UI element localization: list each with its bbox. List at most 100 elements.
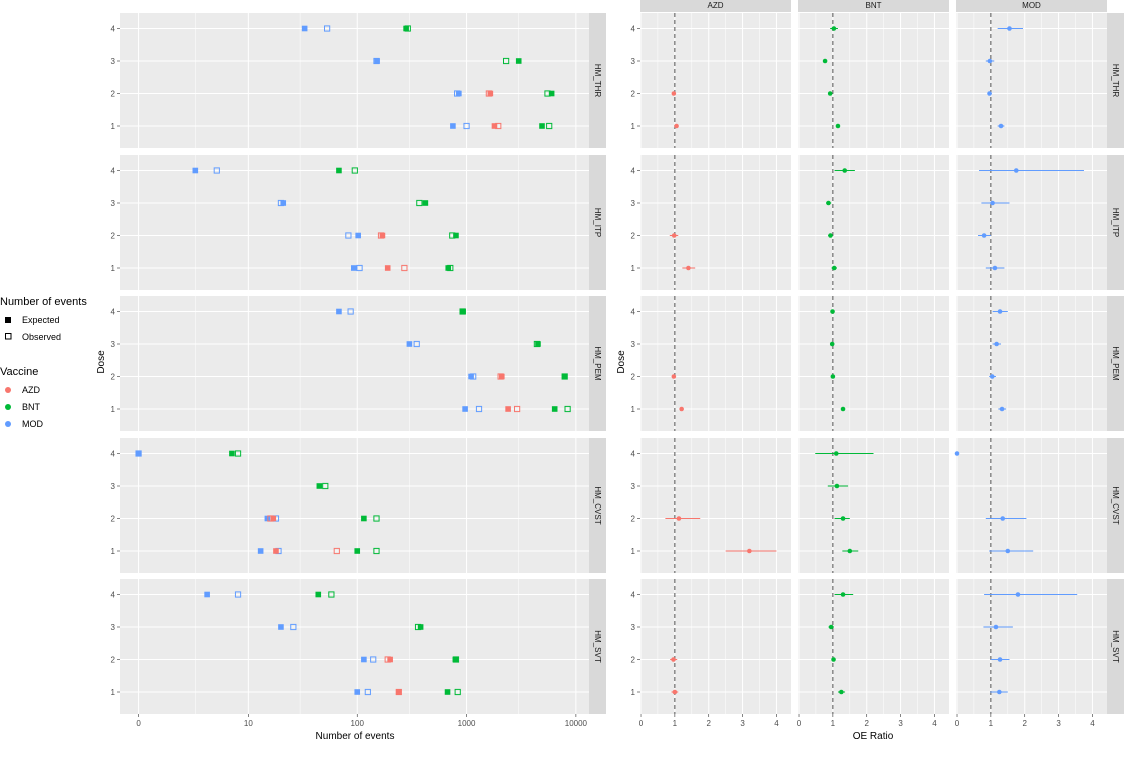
events-facet-hm_cvst: HM_CVST 1 2 3 4 bbox=[111, 438, 606, 573]
oe-point-bnt bbox=[839, 689, 844, 695]
oe-facet-hm_pem-mod: HM_PEM bbox=[956, 296, 1124, 431]
oe-point-bnt bbox=[840, 406, 846, 412]
y-tick-label: 2 bbox=[631, 90, 636, 99]
oe-facet-hm_thr-bnt bbox=[798, 13, 949, 148]
expected-point-mod bbox=[257, 548, 264, 554]
expected-point-bnt bbox=[561, 373, 568, 380]
oe-point-bnt bbox=[831, 26, 837, 31]
expected-point-bnt bbox=[315, 591, 322, 598]
oe-facet-hm_cvst-azd: 1 2 3 4 bbox=[631, 438, 791, 573]
oe-facet-hm_itp-mod: HM_ITP bbox=[956, 155, 1124, 290]
oe-panel-bg bbox=[798, 155, 949, 290]
x-tick-label: 4 bbox=[932, 719, 937, 728]
events-plot: HM_THR 1 2 3 4 HM_ITP 1 2 3 4 HM_PEM 1 2 3 4 HM_CVST 1 2 3… bbox=[111, 13, 606, 728]
oe-point-bnt bbox=[829, 341, 835, 347]
x-tick-label: 2 bbox=[707, 719, 712, 728]
legend-key-azd bbox=[5, 387, 11, 393]
y-tick-label: 2 bbox=[631, 656, 636, 665]
y-tick-label: 1 bbox=[111, 122, 116, 131]
oe-point-mod bbox=[994, 341, 999, 347]
y-tick-label: 1 bbox=[111, 688, 116, 697]
oe-point-mod bbox=[990, 200, 995, 206]
right-y-axis-title: Dose bbox=[616, 350, 627, 374]
expected-point-azd bbox=[505, 406, 511, 412]
legend-label-bnt: BNT bbox=[22, 402, 41, 412]
x-tick-label: 0 bbox=[639, 719, 644, 728]
oe-panel-bg bbox=[640, 296, 791, 431]
events-facet-hm_itp: HM_ITP 1 2 3 4 bbox=[111, 155, 606, 290]
y-tick-label: 4 bbox=[631, 167, 636, 176]
observed-point-bnt bbox=[373, 547, 380, 555]
observed-point-bnt bbox=[351, 167, 358, 174]
oe-point-bnt bbox=[833, 451, 839, 456]
facet-strip-label: HM_THR bbox=[1111, 64, 1120, 98]
oe-panel-bg bbox=[640, 13, 791, 148]
expected-point-bnt bbox=[515, 58, 522, 64]
y-tick-label: 2 bbox=[111, 515, 116, 524]
oe-point-azd bbox=[672, 689, 678, 695]
oe-point-mod bbox=[1015, 592, 1021, 597]
oe-point-bnt bbox=[834, 483, 840, 489]
observed-point-bnt bbox=[454, 688, 461, 696]
observed-point-bnt bbox=[234, 450, 242, 457]
y-tick-label: 2 bbox=[631, 373, 636, 382]
facet-strip-label: HM_ITP bbox=[1111, 208, 1120, 237]
facet-strip-label: HM_SVT bbox=[593, 630, 602, 663]
oe-facet-hm_svt-azd: 1 2 3 4 bbox=[631, 579, 791, 714]
right-x-axis-title: OE Ratio bbox=[853, 731, 894, 742]
y-tick-label: 2 bbox=[111, 656, 116, 665]
oe-panel-bg bbox=[956, 13, 1107, 148]
y-tick-label: 2 bbox=[111, 232, 116, 241]
x-tick-label: 10000 bbox=[565, 719, 588, 728]
column-strip-label: MOD bbox=[1022, 1, 1041, 10]
x-tick-label: 3 bbox=[898, 719, 903, 728]
x-tick-label: 1 bbox=[989, 719, 994, 728]
expected-point-bnt bbox=[453, 232, 459, 239]
y-tick-label: 3 bbox=[111, 340, 116, 349]
oe-point-bnt bbox=[830, 309, 835, 314]
oe-facet-hm_cvst-mod: HM_CVST bbox=[954, 438, 1124, 573]
oe-point-mod bbox=[999, 406, 1005, 412]
observed-point-mod bbox=[290, 623, 297, 631]
oe-point-mod bbox=[992, 265, 998, 271]
observed-point-azd bbox=[333, 547, 340, 555]
oe-point-mod bbox=[1005, 548, 1011, 554]
legend-label-azd: AZD bbox=[22, 385, 41, 395]
x-tick-label: 2 bbox=[1023, 719, 1028, 728]
oe-point-mod bbox=[1007, 26, 1012, 31]
expected-point-azd bbox=[384, 265, 391, 271]
legend-key-expected bbox=[5, 317, 11, 323]
legend-label-mod: MOD bbox=[22, 419, 43, 429]
expected-point-azd bbox=[270, 515, 277, 522]
expected-point-bnt bbox=[460, 308, 466, 315]
expected-point-bnt bbox=[336, 167, 342, 174]
facet-strip bbox=[1107, 155, 1124, 290]
left-y-axis-title: Dose bbox=[96, 350, 107, 374]
expected-point-azd bbox=[387, 656, 393, 663]
observed-point-bnt bbox=[416, 199, 423, 207]
facet-strip bbox=[589, 13, 606, 148]
oe-point-bnt bbox=[826, 200, 831, 206]
oe-point-bnt bbox=[831, 657, 836, 662]
expected-point-bnt bbox=[539, 123, 545, 129]
oe-panel-bg bbox=[956, 438, 1107, 573]
x-tick-label: 1000 bbox=[458, 719, 476, 728]
facet-strip bbox=[1107, 579, 1124, 714]
observed-point-mod bbox=[463, 122, 470, 130]
oe-point-mod bbox=[1013, 168, 1019, 173]
oe-point-bnt bbox=[828, 624, 834, 630]
expected-point-mod bbox=[135, 450, 142, 457]
expected-point-bnt bbox=[444, 689, 451, 695]
expected-point-bnt bbox=[417, 624, 424, 630]
observed-point-bnt bbox=[328, 591, 335, 598]
expected-point-mod bbox=[374, 58, 380, 64]
oe-point-mod bbox=[997, 309, 1003, 314]
expected-point-mod bbox=[204, 591, 210, 598]
expected-point-bnt bbox=[229, 450, 235, 457]
expected-point-mod bbox=[468, 373, 474, 380]
oe-facet-hm_itp-bnt bbox=[798, 155, 949, 290]
y-tick-label: 1 bbox=[631, 688, 636, 697]
oe-point-bnt bbox=[830, 374, 836, 379]
expected-point-mod bbox=[462, 406, 468, 412]
legend-key-bnt bbox=[5, 404, 11, 410]
